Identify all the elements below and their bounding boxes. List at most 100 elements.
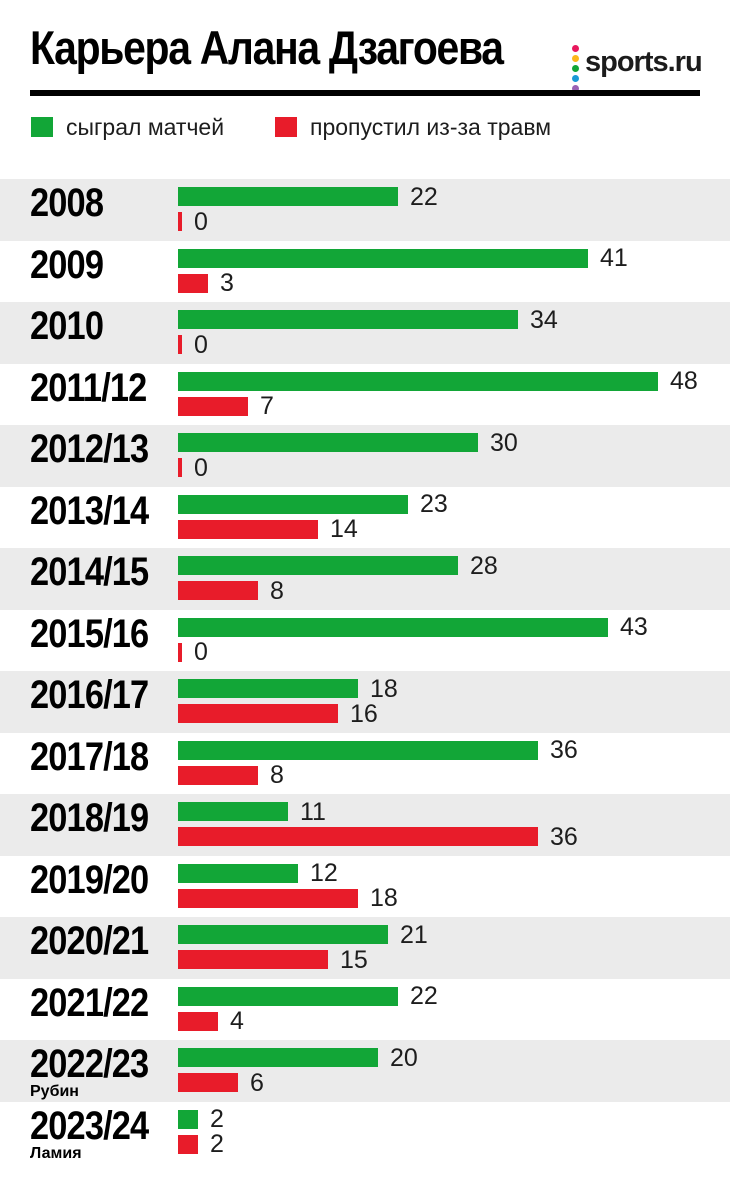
missed-bar — [178, 827, 538, 846]
missed-value: 4 — [230, 1007, 244, 1035]
logo-dots-icon — [572, 45, 579, 92]
missed-bar-line: 7 — [178, 394, 274, 419]
season-row: 2022/23 Рубин 20 6 — [0, 1040, 730, 1102]
season-row: 2018/19 11 36 — [0, 794, 730, 856]
played-bar-line: 43 — [178, 615, 648, 640]
missed-bar-line: 14 — [178, 515, 358, 543]
missed-bar — [178, 335, 182, 354]
played-value: 22 — [410, 982, 438, 1010]
season-row: 2017/18 36 8 — [0, 732, 730, 794]
missed-bar-line: 4 — [178, 1007, 244, 1035]
season-row: 2010 34 0 — [0, 302, 730, 364]
missed-value: 3 — [220, 269, 234, 297]
played-bar — [178, 310, 518, 329]
played-swatch-icon — [31, 117, 53, 137]
played-bar — [178, 986, 398, 1006]
chart-title: Карьера Алана Дзагоева — [30, 21, 504, 74]
played-bar-line: 18 — [178, 674, 398, 703]
missed-bar-line: 36 — [178, 822, 578, 851]
missed-bar — [178, 704, 338, 723]
season-row: 2015/16 43 0 — [0, 609, 730, 671]
played-bar-line: 11 — [178, 797, 326, 826]
season-label: 2014/15 — [30, 550, 149, 594]
missed-bar — [178, 273, 208, 293]
played-bar-line: 2 — [178, 1107, 224, 1132]
played-bar-line: 48 — [178, 369, 698, 394]
missed-value: 0 — [194, 453, 208, 482]
missed-bar — [178, 458, 182, 477]
played-bar-line: 23 — [178, 492, 448, 517]
season-label: 2022/23 — [30, 1042, 149, 1086]
played-bar-line: 12 — [178, 859, 338, 887]
missed-bar-line: 2 — [178, 1130, 224, 1158]
played-value: 22 — [410, 182, 438, 211]
season-row: 2013/14 23 14 — [0, 486, 730, 548]
missed-bar — [178, 950, 328, 969]
season-row: 2016/17 18 16 — [0, 671, 730, 733]
season-row: 2014/15 28 8 — [0, 548, 730, 610]
played-bar — [178, 494, 408, 514]
missed-value: 0 — [194, 330, 208, 359]
season-label: 2019/20 — [30, 857, 149, 902]
club-note: Ламия — [30, 1144, 82, 1162]
legend-item-played: сыграл матчей — [31, 113, 225, 140]
club-note: Рубин — [30, 1083, 79, 1100]
played-bar — [178, 371, 658, 391]
missed-value: 8 — [270, 576, 284, 605]
title-divider — [30, 90, 700, 96]
played-value: 41 — [600, 244, 628, 272]
season-label: 2016/17 — [30, 673, 149, 717]
played-bar — [178, 556, 458, 575]
played-bar-line: 21 — [178, 920, 428, 949]
played-bar-line: 30 — [178, 430, 518, 455]
played-value: 11 — [300, 797, 326, 826]
missed-bar-line: 0 — [178, 640, 208, 665]
missed-bar-line: 8 — [178, 576, 284, 605]
season-row: 2012/13 30 0 — [0, 425, 730, 487]
season-label: 2012/13 — [30, 427, 149, 471]
played-bar — [178, 1048, 378, 1067]
missed-bar — [178, 212, 182, 231]
missed-value: 8 — [270, 761, 284, 789]
missed-value: 36 — [550, 822, 578, 851]
missed-value: 0 — [194, 207, 208, 236]
season-row: 2023/24 Ламия 2 2 — [0, 1101, 730, 1163]
legend-played-label: сыграл матчей — [66, 113, 225, 140]
missed-value: 15 — [340, 945, 368, 974]
played-bar — [178, 1109, 198, 1129]
played-value: 20 — [390, 1043, 418, 1072]
missed-bar-line: 0 — [178, 207, 208, 236]
season-row: 2011/12 48 7 — [0, 363, 730, 425]
played-value: 21 — [400, 920, 428, 949]
played-bar-line: 41 — [178, 244, 628, 272]
missed-bar — [178, 888, 358, 908]
logo-dot — [572, 75, 579, 82]
played-value: 18 — [370, 674, 398, 703]
logo-dot — [572, 65, 579, 72]
played-value: 12 — [310, 859, 338, 887]
missed-value: 16 — [350, 699, 378, 728]
season-row: 2008 22 0 — [0, 179, 730, 241]
logo-dot — [572, 55, 579, 62]
played-value: 34 — [530, 305, 558, 334]
missed-value: 14 — [330, 515, 358, 543]
season-label: 2020/21 — [30, 919, 149, 963]
season-label: 2018/19 — [30, 796, 149, 840]
season-label: 2011/12 — [30, 365, 147, 410]
season-label: 2015/16 — [30, 611, 149, 656]
missed-value: 6 — [250, 1068, 264, 1097]
missed-value: 18 — [370, 884, 398, 912]
season-label: 2010 — [30, 304, 104, 348]
missed-value: 2 — [210, 1130, 224, 1158]
played-bar-line: 28 — [178, 553, 498, 578]
played-bar — [178, 802, 288, 821]
missed-bar — [178, 765, 258, 785]
missed-bar-line: 6 — [178, 1068, 264, 1097]
played-bar — [178, 679, 358, 698]
played-bar — [178, 248, 588, 268]
missed-bar — [178, 1073, 238, 1092]
played-bar-line: 20 — [178, 1043, 418, 1072]
missed-bar-line: 0 — [178, 330, 208, 359]
missed-bar-line: 15 — [178, 945, 368, 974]
played-bar-line: 34 — [178, 305, 558, 334]
